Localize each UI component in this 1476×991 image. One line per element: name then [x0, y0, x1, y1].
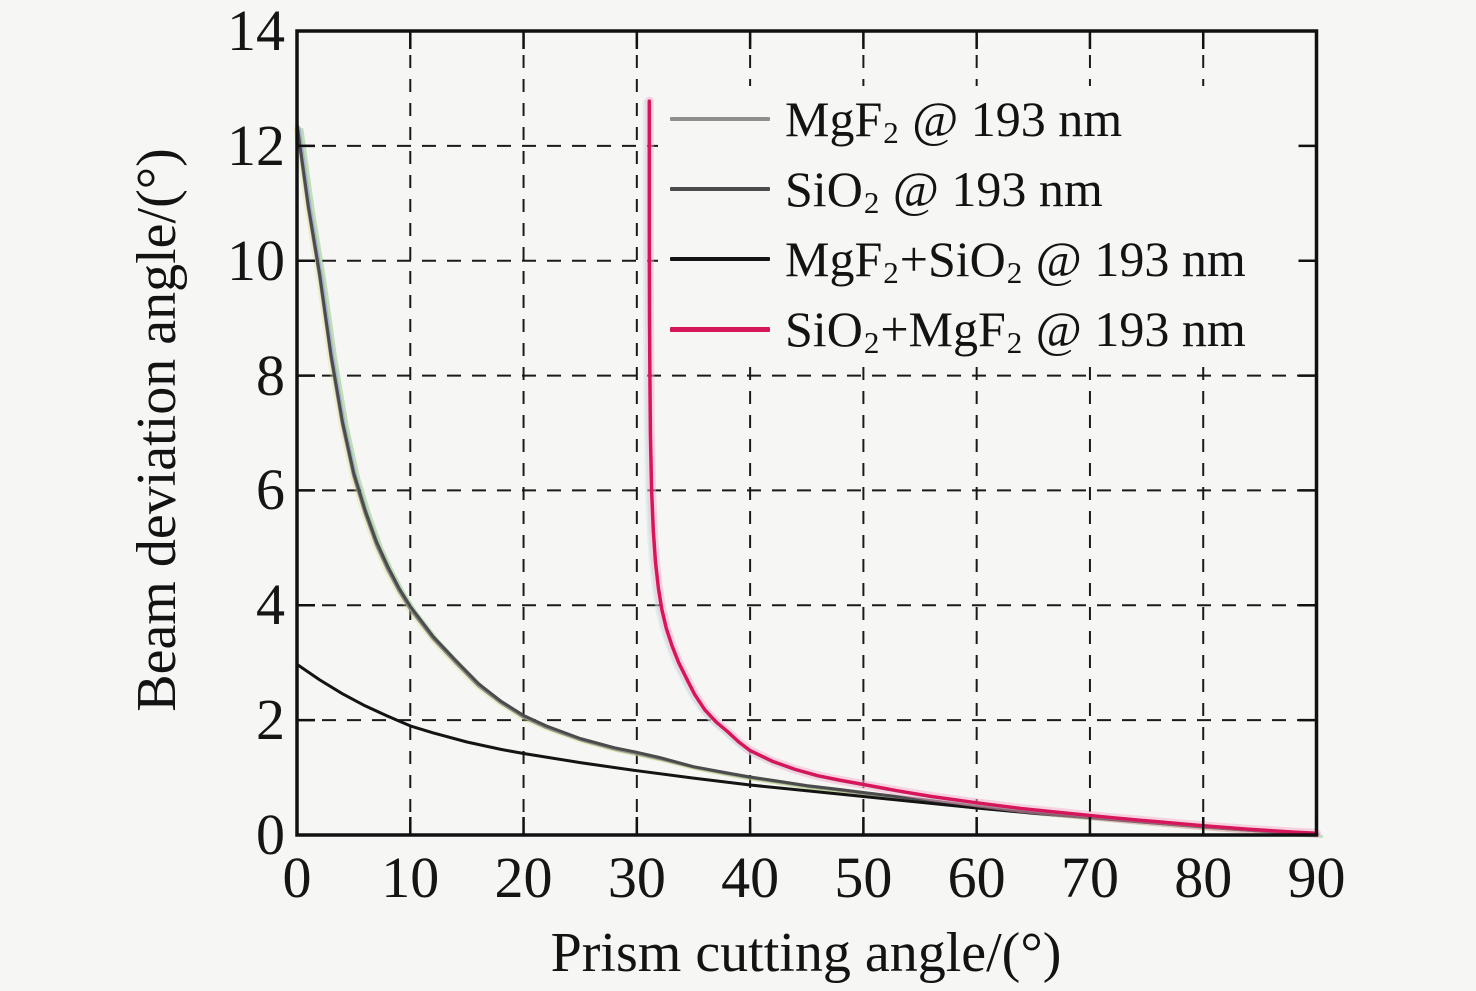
series-line-mgf2-sio2-193-nm [295, 662, 1318, 836]
legend-label-text: MgF [785, 231, 883, 287]
legend-label-text: SiO [785, 301, 863, 357]
legend-label-text: @ 193 nm [1023, 301, 1246, 357]
legend-label-text: @ 193 nm [880, 161, 1103, 217]
legend-label-text: +MgF [880, 301, 1006, 357]
legend-label-text: MgF [785, 91, 883, 147]
legend-line-sample [670, 187, 770, 191]
y-tick-label-8: 8 [256, 342, 285, 408]
legend-item-2: MgF2+SiO2 @ 193 nm [658, 226, 1316, 292]
legend-label-text: +SiO [899, 231, 1006, 287]
legend-label-subscript: 2 [883, 255, 899, 291]
x-tick-label-90: 90 [1287, 845, 1346, 910]
x-tick-label-60: 60 [947, 845, 1006, 910]
y-tick-label-0: 0 [256, 802, 285, 867]
x-tick-label-30: 30 [607, 845, 666, 910]
legend-item-1: SiO2 @ 193 nm [658, 156, 1316, 222]
legend-label-text: @ 193 nm [899, 91, 1123, 147]
legend-label-subscript: 2 [883, 115, 899, 151]
x-tick-label-50: 50 [834, 845, 893, 910]
legend-label: SiO2+MgF2 @ 193 nm [785, 301, 1246, 358]
legend-item-0: MgF2 @ 193 nm [658, 86, 1316, 152]
legend-label-text: @ 193 nm [1023, 231, 1246, 287]
legend-line-sample [670, 257, 770, 261]
legend-label-subscript: 2 [863, 185, 880, 221]
y-tick-label-12: 12 [227, 112, 285, 178]
x-tick-label-0: 0 [282, 845, 312, 910]
y-tick-label-14: 14 [227, 0, 285, 63]
x-tick-label-10: 10 [381, 845, 440, 910]
y-tick-label-4: 4 [256, 572, 285, 638]
x-tick-label-20: 20 [494, 845, 553, 910]
legend-label-subscript: 2 [1006, 325, 1023, 361]
legend-item-3: SiO2+MgF2 @ 193 nm [658, 296, 1316, 362]
x-axis-title: Prism cutting angle/(°) [550, 922, 1062, 984]
y-axis-title: Beam deviation angle/(°) [126, 148, 188, 712]
legend-label: MgF2 @ 193 nm [785, 91, 1123, 148]
legend-label: SiO2 @ 193 nm [785, 161, 1103, 218]
x-tick-label-70: 70 [1060, 845, 1119, 910]
y-tick-label-2: 2 [256, 687, 285, 753]
legend-label-subscript: 2 [1006, 255, 1023, 291]
y-tick-label-10: 10 [227, 227, 285, 293]
legend-line-sample [670, 326, 770, 332]
y-tick-label-6: 6 [256, 457, 285, 523]
chart-legend: MgF2 @ 193 nm SiO2 @ 193 nm MgF2+SiO2 @ 19… [658, 86, 1316, 362]
x-tick-label-80: 80 [1174, 845, 1233, 910]
x-tick-label-40: 40 [721, 845, 780, 910]
legend-label-text: SiO [785, 161, 863, 217]
legend-line-sample [670, 117, 770, 121]
legend-label-subscript: 2 [863, 325, 880, 361]
legend-label: MgF2+SiO2 @ 193 nm [785, 231, 1246, 288]
